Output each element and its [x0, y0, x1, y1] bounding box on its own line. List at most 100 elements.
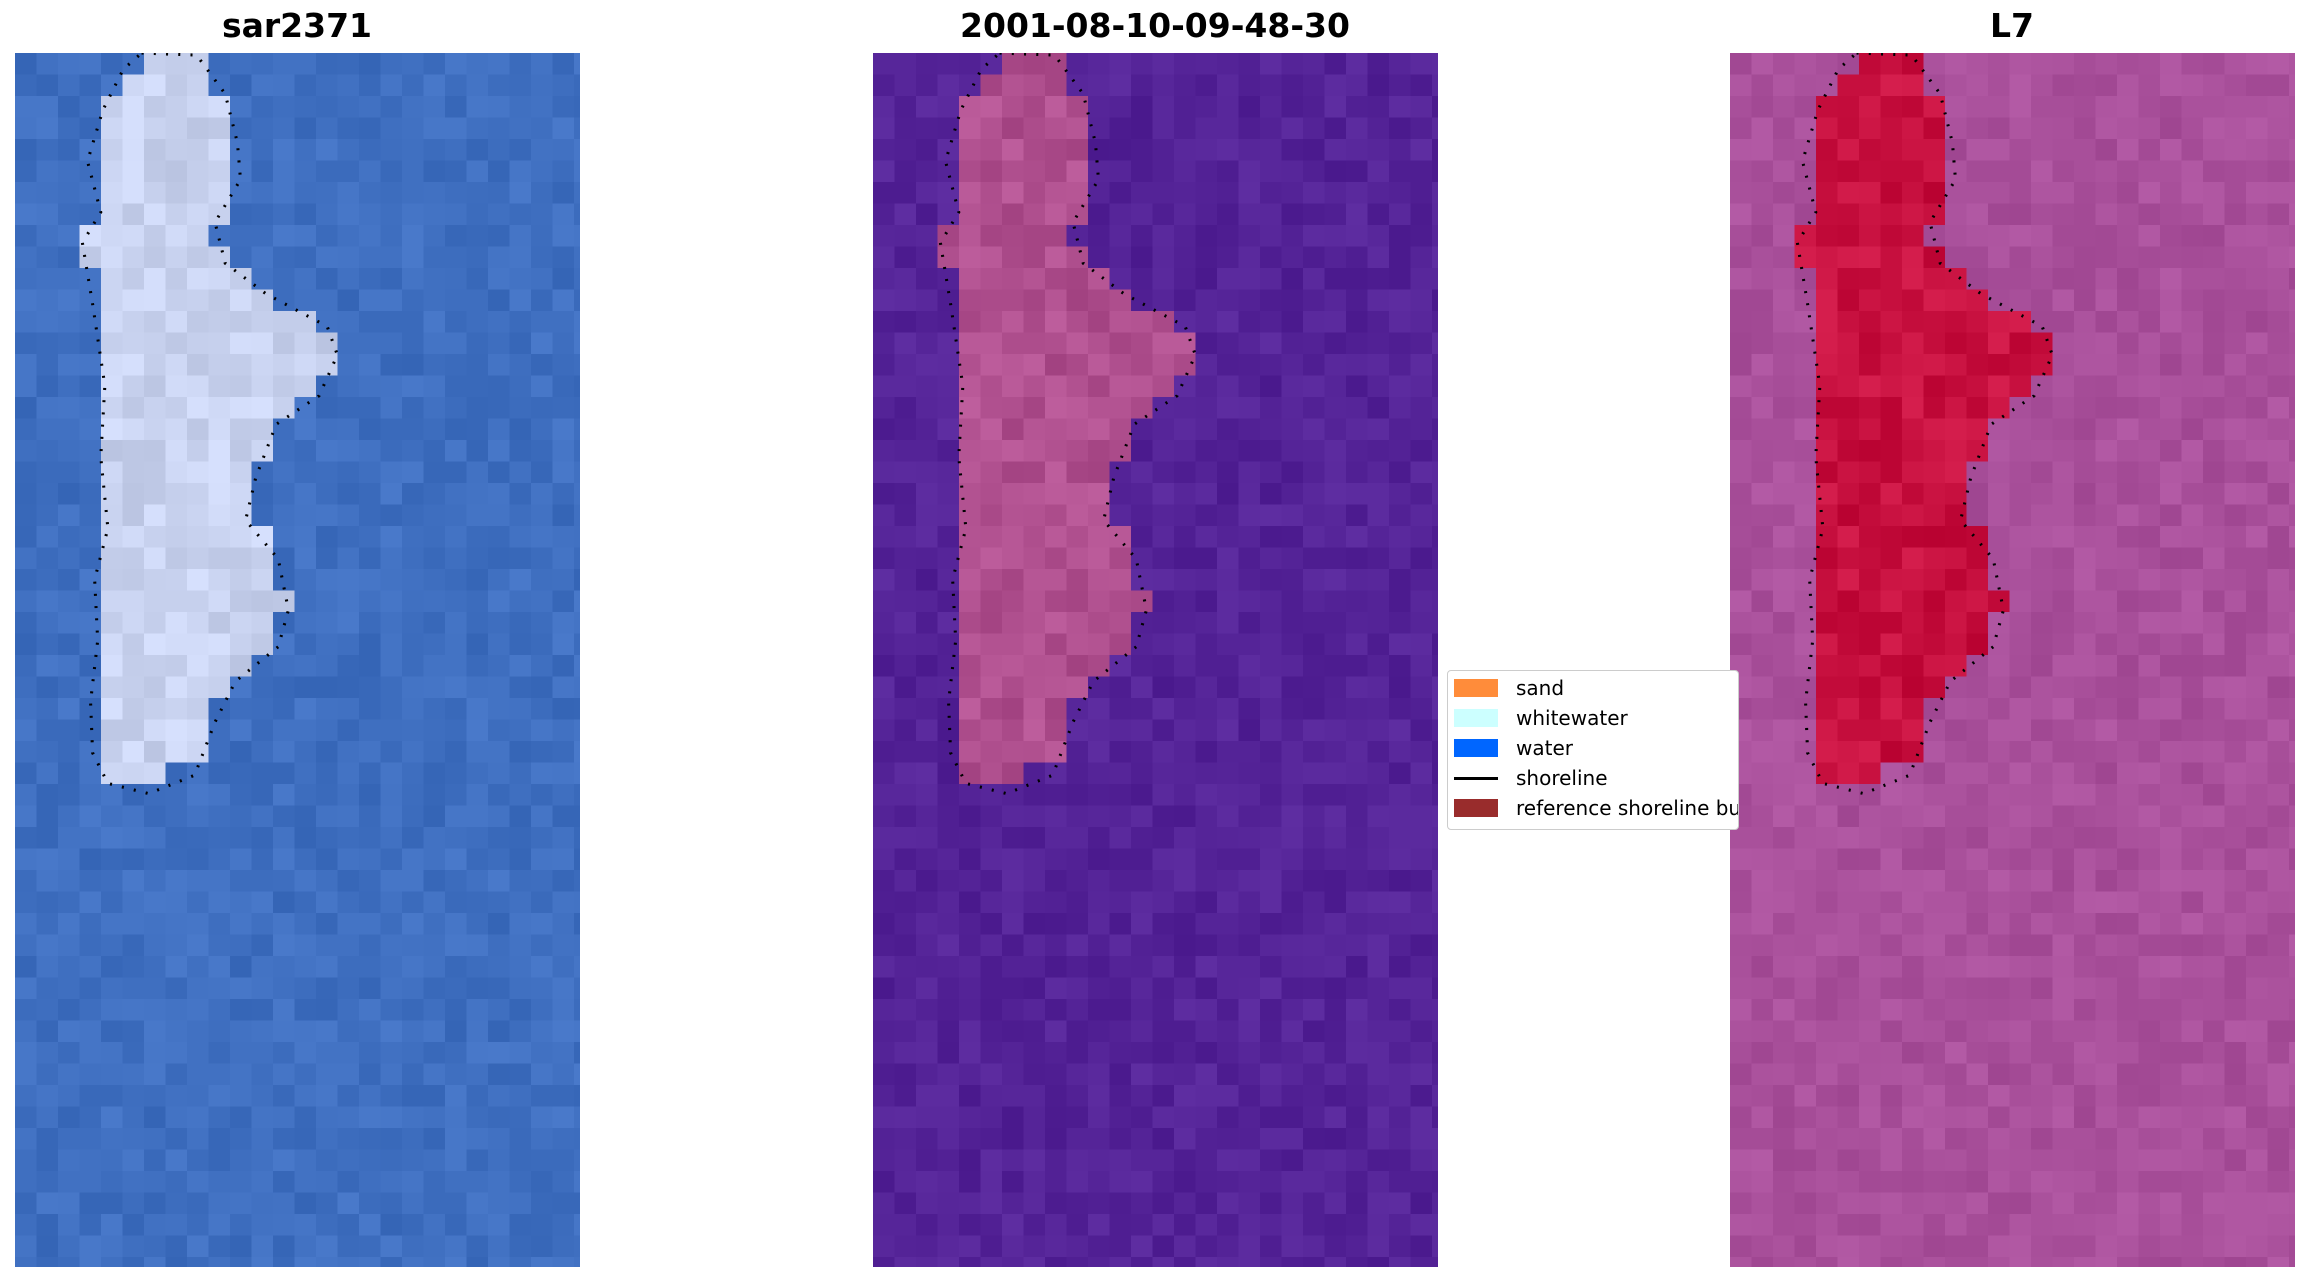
pixel — [58, 139, 81, 162]
pixel — [36, 870, 59, 893]
pixel — [101, 74, 124, 97]
pixel — [1045, 74, 1068, 97]
pixel — [509, 1257, 532, 1267]
pixel — [2203, 1214, 2226, 1237]
pixel — [1045, 461, 1068, 484]
pixel — [1045, 1042, 1068, 1065]
pixel — [574, 160, 580, 183]
pixel — [1303, 246, 1326, 269]
pixel — [359, 977, 382, 1000]
pixel — [574, 934, 580, 957]
pixel — [1109, 870, 1132, 893]
pixel — [574, 848, 580, 871]
pixel — [316, 827, 339, 850]
pixel — [230, 848, 253, 871]
pixel — [509, 762, 532, 785]
pixel — [2031, 1042, 2054, 1065]
pixel — [1109, 332, 1132, 355]
pixel — [251, 784, 274, 807]
pixel — [1324, 53, 1347, 76]
pixel — [1023, 160, 1046, 183]
pixel — [1751, 504, 1774, 527]
pixel — [1045, 1235, 1068, 1258]
pixel — [1260, 698, 1283, 721]
pixel — [873, 547, 896, 570]
pixel — [1751, 203, 1774, 226]
pixel — [574, 1149, 580, 1172]
pixel — [1816, 1149, 1839, 1172]
pixel — [2181, 268, 2204, 291]
pixel — [1988, 203, 2011, 226]
pixel — [144, 440, 167, 463]
pixel — [1816, 1085, 1839, 1108]
pixel — [1088, 805, 1111, 828]
pixel — [1195, 225, 1218, 248]
legend-label-shoreline: shoreline — [1516, 766, 1608, 790]
pixel — [959, 956, 982, 979]
pixel — [1195, 784, 1218, 807]
pixel — [1066, 461, 1089, 484]
pixel — [1432, 375, 1438, 398]
pixel — [402, 117, 425, 140]
pixel — [1794, 74, 1817, 97]
pixel — [488, 246, 511, 269]
pixel — [251, 1085, 274, 1108]
pixel — [2203, 1128, 2226, 1151]
pixel — [2181, 397, 2204, 420]
pixel — [144, 698, 167, 721]
pixel — [552, 569, 575, 592]
pixel — [531, 268, 554, 291]
pixel — [1945, 1063, 1968, 1086]
pixel — [873, 418, 896, 441]
pixel — [531, 483, 554, 506]
pixel — [1002, 633, 1025, 656]
pixel — [144, 762, 167, 785]
pixel — [1088, 504, 1111, 527]
pixel — [894, 526, 917, 549]
pixel — [251, 977, 274, 1000]
pixel — [937, 1257, 960, 1267]
pixel — [2117, 440, 2140, 463]
pixel — [2138, 999, 2161, 1022]
pixel — [165, 397, 188, 420]
pixel — [2009, 504, 2032, 527]
pixel — [316, 1149, 339, 1172]
pixel — [916, 1171, 939, 1194]
pixel — [423, 762, 446, 785]
pixel — [2160, 483, 2183, 506]
pixel — [1794, 418, 1817, 441]
pixel — [1389, 1149, 1412, 1172]
pixel — [1346, 999, 1369, 1022]
pixel — [337, 676, 360, 699]
pixel — [1195, 1214, 1218, 1237]
pixel — [1324, 375, 1347, 398]
pixel — [1902, 956, 1925, 979]
pixel — [1281, 268, 1304, 291]
pixel — [1945, 1257, 1968, 1267]
pixel — [1088, 203, 1111, 226]
pixel — [2117, 526, 2140, 549]
pixel — [2246, 805, 2269, 828]
pixel — [58, 913, 81, 936]
pixel — [402, 483, 425, 506]
pixel — [359, 354, 382, 377]
pixel — [1002, 418, 1025, 441]
pixel — [122, 612, 145, 635]
pixel — [531, 332, 554, 355]
pixel — [58, 1214, 81, 1237]
pixel — [144, 676, 167, 699]
pixel — [1002, 96, 1025, 119]
pixel — [2138, 805, 2161, 828]
pixel — [1794, 332, 1817, 355]
pixel — [2224, 612, 2247, 635]
pixel — [144, 956, 167, 979]
pixel — [894, 1214, 917, 1237]
pixel — [1195, 268, 1218, 291]
pixel — [2052, 870, 2075, 893]
pixel — [36, 999, 59, 1022]
pixel — [1131, 1171, 1154, 1194]
pixel — [2031, 1214, 2054, 1237]
pixel — [2117, 913, 2140, 936]
pixel — [316, 870, 339, 893]
pixel — [488, 160, 511, 183]
